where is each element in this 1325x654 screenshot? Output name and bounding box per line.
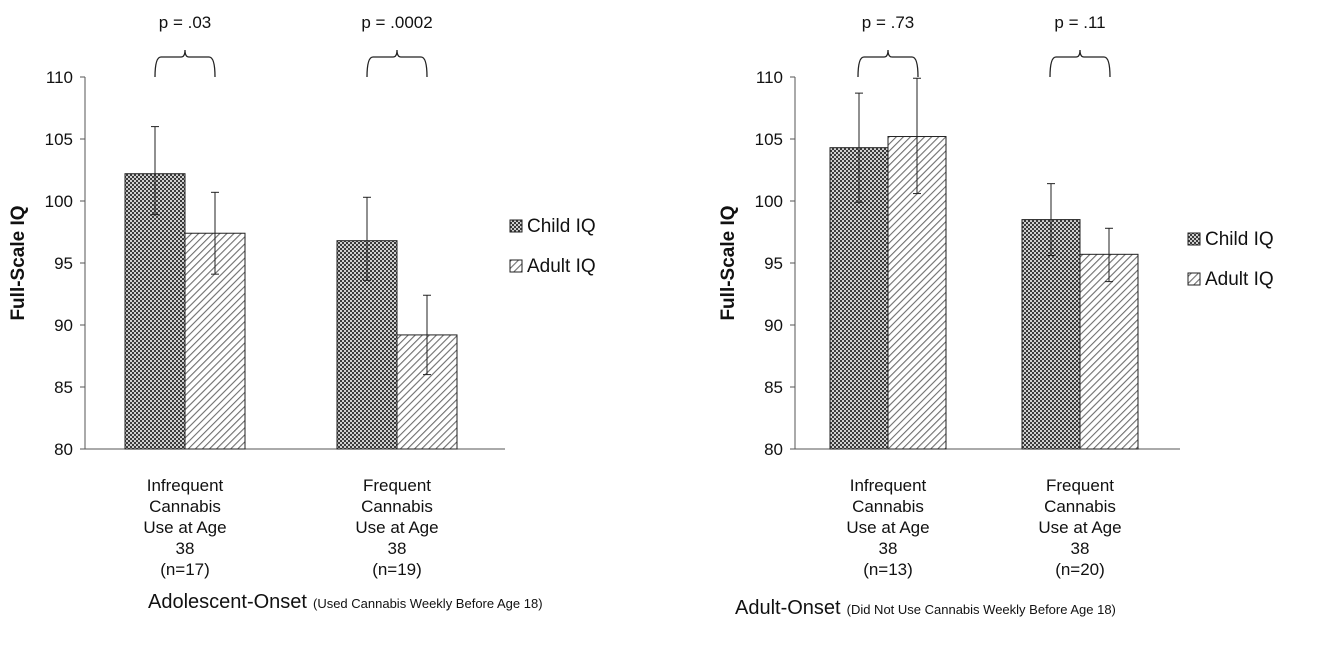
significance-brace (366, 49, 428, 78)
y-axis-title: Full-Scale IQ (718, 205, 739, 320)
y-tick-label: 95 (764, 254, 783, 273)
legend-swatch (1187, 232, 1201, 246)
y-tick-label: 105 (755, 130, 783, 149)
bar-child-iq (1021, 219, 1081, 450)
y-tick-label: 100 (45, 192, 73, 211)
panel-caption-main: Adolescent-Onset (148, 591, 307, 613)
category-label: Infrequent Cannabis Use at Age 38 (n=13) (846, 476, 929, 579)
legend-label: Adult IQ (1205, 269, 1274, 290)
chart-panel-adult-onset: 80 85 90 95 100 105 110 Full-Scale IQ Infrequent… (718, 13, 1274, 619)
legend-label: Adult IQ (527, 256, 596, 277)
y-tick-label: 85 (54, 378, 73, 397)
panel-caption-main: Adult-Onset (735, 597, 841, 619)
panel-caption: Adult-Onset (Did Not Use Cannabis Weekly … (735, 597, 1116, 619)
legend-swatch (509, 259, 523, 273)
y-tick-label: 105 (45, 130, 73, 149)
legend-swatch (509, 219, 523, 233)
y-tick-label: 85 (764, 378, 783, 397)
panel-caption-note: (Did Not Use Cannabis Weekly Before Age … (847, 602, 1116, 617)
category-label: Frequent Cannabis Use at Age 38 (n=19) (355, 476, 438, 579)
y-tick-label: 90 (54, 316, 73, 335)
y-tick-label: 110 (46, 68, 73, 87)
legend-label: Child IQ (1205, 229, 1274, 250)
significance-brace (857, 49, 919, 78)
y-tick-label: 90 (764, 316, 783, 335)
legend-swatch (1187, 272, 1201, 286)
significance-brace (154, 49, 216, 78)
legend-label: Child IQ (527, 216, 596, 237)
significance-brace (1049, 49, 1111, 78)
p-value-label: p = .03 (159, 13, 211, 32)
category-label: Infrequent Cannabis Use at Age 38 (n=17) (143, 476, 226, 579)
y-axis-title: Full-Scale IQ (8, 205, 29, 320)
p-value-label: p = .73 (862, 13, 914, 32)
chart-panel-adolescent-onset: 80 85 90 95 100 105 110 Full-Scale IQ Infrequent… (8, 13, 596, 613)
p-value-label: p = .11 (1054, 13, 1105, 32)
y-tick-label: 95 (54, 254, 73, 273)
y-tick-label: 80 (764, 440, 783, 459)
bar-adult-iq (1079, 253, 1139, 450)
y-tick-label: 80 (54, 440, 73, 459)
panel-caption: Adolescent-Onset (Used Cannabis Weekly Be… (148, 591, 543, 613)
p-value-label: p = .0002 (361, 13, 432, 32)
y-tick-label: 110 (756, 68, 783, 87)
panel-caption-note: (Used Cannabis Weekly Before Age 18) (313, 596, 543, 611)
category-label: Frequent Cannabis Use at Age 38 (n=20) (1038, 476, 1121, 579)
y-tick-label: 100 (755, 192, 783, 211)
